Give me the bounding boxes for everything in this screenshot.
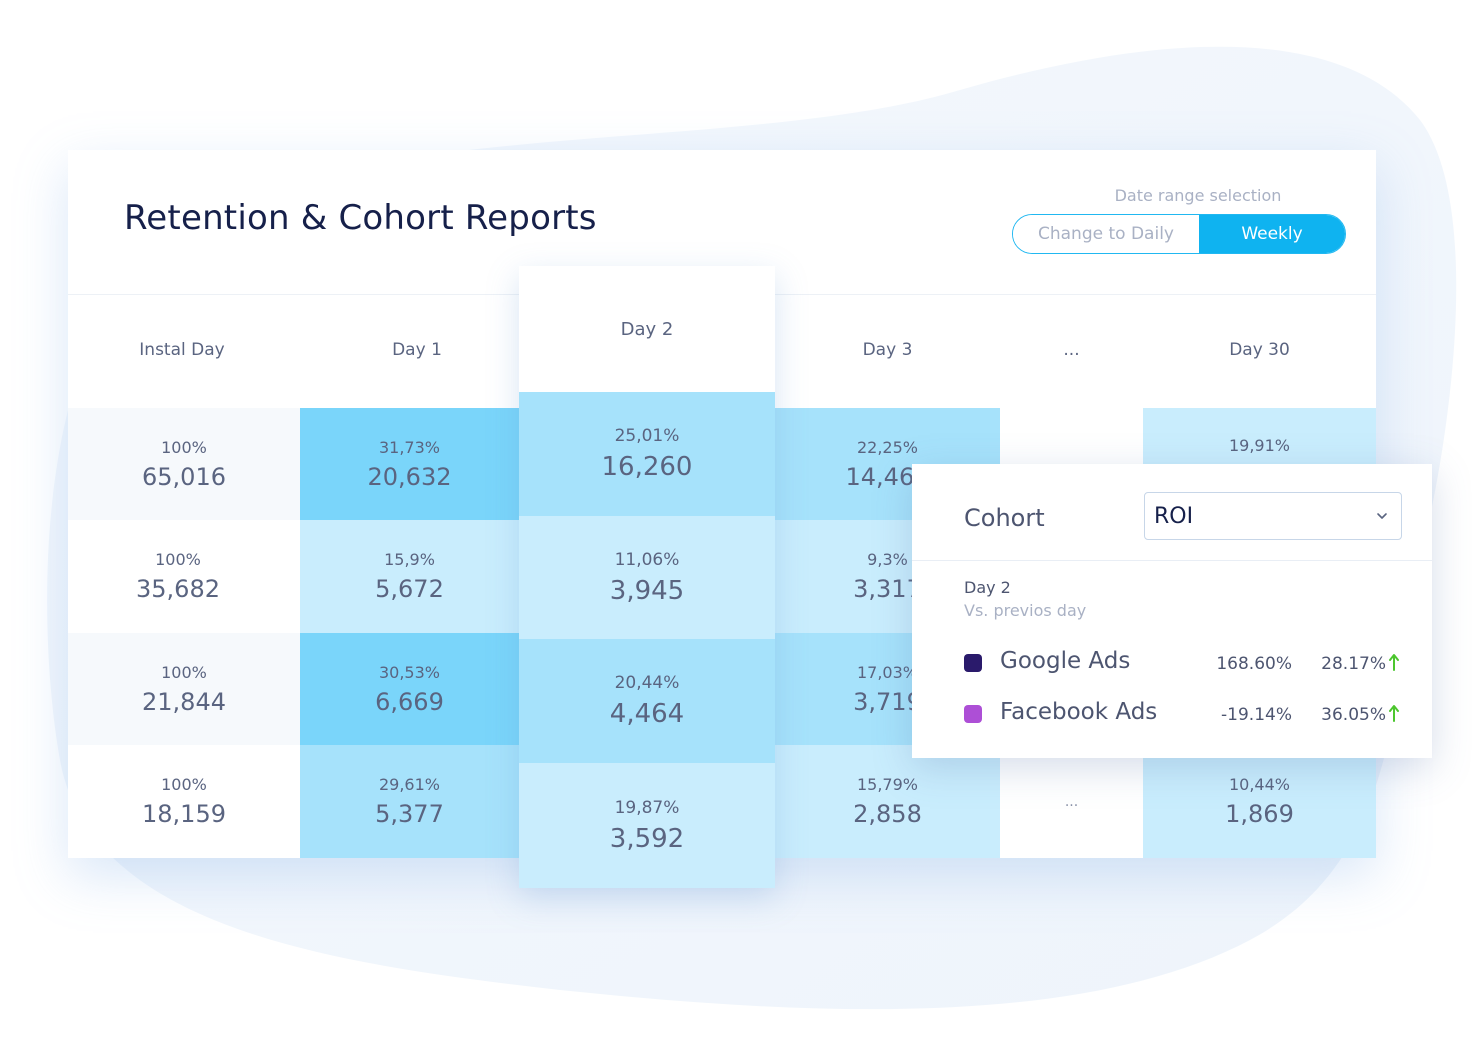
cell-count: 3,719: [853, 687, 922, 716]
table-cell: 100% 21,844: [68, 633, 300, 745]
column-header-install-day: Instal Day: [139, 340, 225, 360]
table-cell: 100% 18,159: [68, 745, 300, 858]
cell-count: 20,632: [367, 462, 452, 491]
cell-count: 6,669: [375, 687, 444, 716]
cell-count: 3,945: [609, 575, 685, 606]
cell-percent: 15,9%: [384, 550, 435, 569]
cell-percent: 30,53%: [378, 662, 440, 682]
popup-divider: [912, 560, 1432, 561]
arrow-up-icon: [1389, 654, 1399, 671]
cell-ellipsis: ...: [1064, 793, 1079, 810]
source-change: 36.05%: [1321, 705, 1386, 725]
weekly-button[interactable]: Weekly: [1199, 215, 1345, 253]
source-row-google-ads: Google Ads 168.60% 28.17%: [964, 648, 1404, 678]
table-cell: 29,61% 5,377: [300, 745, 519, 858]
popup-comparison-label: Vs. previos day: [964, 601, 1087, 620]
table-cell: 100% 35,682: [68, 520, 288, 633]
cell-count: 2,858: [853, 800, 922, 828]
cell-percent: 10,44%: [1228, 775, 1290, 794]
cell-count: 3,317: [853, 575, 922, 603]
cell-percent: 100%: [155, 550, 201, 569]
table-cell: 15,79% 2,858: [775, 745, 1000, 858]
source-row-facebook-ads: Facebook Ads -19.14% 36.05%: [964, 699, 1404, 729]
cell-percent: 100%: [161, 662, 207, 682]
cell-percent: 100%: [161, 775, 207, 794]
cell-percent: 11,06%: [614, 549, 680, 570]
source-change: 28.17%: [1321, 654, 1386, 674]
table-cell: 11,06% 3,945: [519, 516, 775, 639]
cell-count: 16,260: [601, 452, 693, 482]
change-to-daily-button[interactable]: Change to Daily: [1013, 215, 1199, 253]
cell-percent: 22,25%: [856, 437, 918, 457]
cell-percent: 20,44%: [614, 673, 680, 693]
source-value: 168.60%: [1216, 654, 1292, 674]
cohort-label: Cohort: [964, 504, 1045, 532]
cell-percent: 29,61%: [378, 775, 440, 794]
arrow-up-icon: [1389, 705, 1399, 722]
source-value: -19.14%: [1221, 705, 1292, 725]
cell-count: 5,377: [375, 800, 444, 828]
column-header-day-1: Day 1: [392, 340, 442, 360]
date-range-toggle[interactable]: Change to Daily Weekly: [1012, 214, 1346, 254]
table-cell: 10,44% 1,869: [1143, 745, 1376, 858]
cell-count: 1,869: [1225, 800, 1294, 828]
cell-percent: 9,3%: [867, 550, 908, 569]
source-name: Facebook Ads: [1000, 699, 1158, 725]
day-2-column-highlight[interactable]: Day 2 25,01% 16,260 11,06% 3,945 20,44% …: [519, 266, 775, 888]
cohort-metric-select[interactable]: ROI: [1144, 492, 1402, 540]
cell-count: 5,672: [375, 575, 444, 603]
facebook-ads-swatch: [964, 705, 982, 723]
table-cell: 100% 65,016: [68, 408, 300, 520]
cell-percent: 15,79%: [856, 775, 918, 794]
cell-percent: 25,01%: [614, 426, 680, 446]
cell-percent: 31,73%: [378, 437, 440, 457]
column-header-ellipsis: ...: [1063, 340, 1080, 360]
column-header-day-30: Day 30: [1229, 340, 1290, 360]
cohort-popup: Cohort ROI Day 2 Vs. previos day Google …: [912, 464, 1432, 758]
cell-count: 4,464: [609, 699, 685, 729]
cell-percent: 100%: [161, 437, 207, 457]
table-cell: ...: [1000, 745, 1143, 858]
cell-count: 65,016: [142, 462, 226, 491]
cell-count: 3,592: [609, 823, 685, 854]
column-header-day-3: Day 3: [862, 340, 913, 360]
table-cell: 15,9% 5,672: [300, 520, 519, 633]
cell-count: 21,844: [142, 687, 226, 716]
column-header-day-2: Day 2: [620, 318, 674, 340]
page-title: Retention & Cohort Reports: [124, 198, 597, 238]
google-ads-swatch: [964, 654, 982, 672]
table-cell: 20,44% 4,464: [519, 639, 775, 763]
table-cell: 30,53% 6,669: [300, 633, 519, 745]
cell-count: 35,682: [136, 575, 220, 603]
popup-day-label: Day 2: [964, 578, 1011, 597]
cell-percent: 19,87%: [614, 797, 680, 818]
chevron-down-icon: [1377, 513, 1387, 519]
source-name: Google Ads: [1000, 648, 1131, 674]
date-range-label: Date range selection: [1114, 186, 1282, 205]
cell-count: 18,159: [142, 800, 226, 828]
cell-percent: 19,91%: [1228, 436, 1290, 455]
select-value: ROI: [1154, 503, 1194, 529]
table-cell: 25,01% 16,260: [519, 392, 775, 516]
table-cell: 31,73% 20,632: [300, 408, 519, 520]
cell-percent: 17,03%: [856, 662, 918, 682]
table-cell: 19,87% 3,592: [519, 763, 775, 888]
